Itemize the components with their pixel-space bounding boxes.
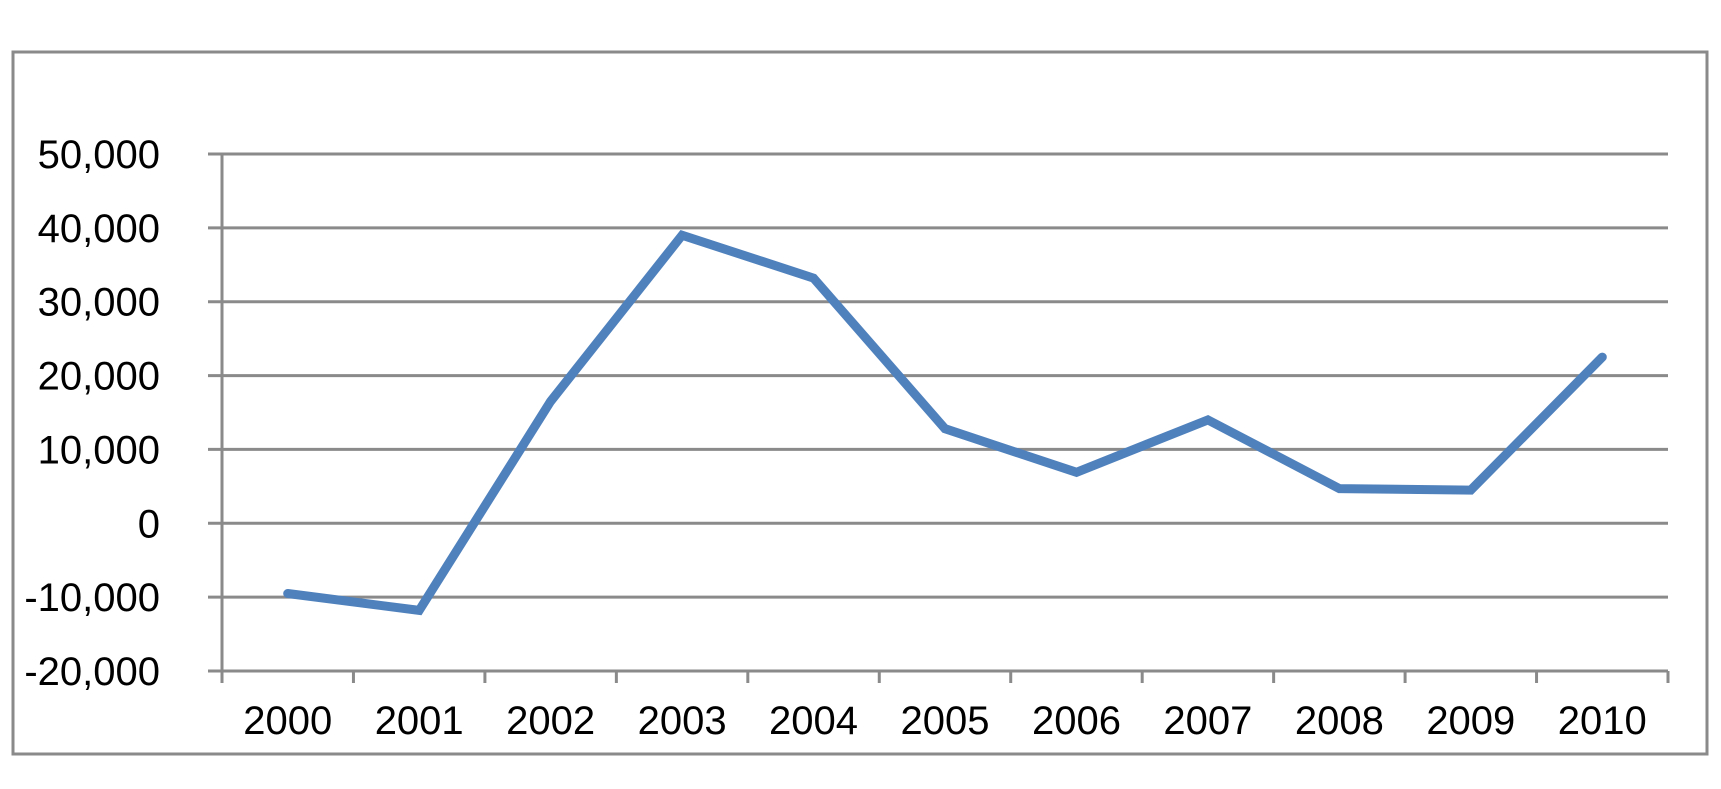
y-tick-label: 50,000 (38, 133, 160, 177)
data-point (1206, 418, 1209, 421)
y-tick-label: -10,000 (24, 576, 160, 620)
y-tick-label: 10,000 (38, 428, 160, 472)
x-tick-label: 2010 (1558, 699, 1647, 743)
x-tick-label: 2000 (243, 699, 332, 743)
series-lines (283, 229, 1607, 616)
x-tick-label: 2008 (1295, 699, 1384, 743)
y-tick-label: 30,000 (38, 281, 160, 325)
data-point (1469, 489, 1472, 492)
data-point (681, 234, 684, 237)
y-tick-label: 40,000 (38, 207, 160, 251)
y-tick-label: 20,000 (38, 355, 160, 399)
gridlines (208, 152, 1668, 599)
x-tick-label: 2009 (1426, 699, 1515, 743)
y-tick-label: -20,000 (24, 650, 160, 694)
data-point (418, 609, 421, 612)
data-point (1075, 471, 1078, 474)
chart-frame (11, 50, 1709, 756)
data-point (549, 400, 552, 403)
x-tick-label: 2004 (769, 699, 858, 743)
y-tick-label: 0 (138, 502, 160, 546)
x-tick-label: 2003 (638, 699, 727, 743)
data-point (1338, 487, 1341, 490)
data-point (1601, 356, 1604, 359)
x-tick-label: 2006 (1032, 699, 1121, 743)
x-tick-label: 2007 (1163, 699, 1252, 743)
x-axis-tick-labels: 2000 2001 2002 2003 2004 2005 2006 2007 2008 2009… (243, 699, 1647, 743)
data-point (812, 277, 815, 280)
data-point (286, 592, 289, 595)
x-tick-label: 2005 (901, 699, 990, 743)
x-tick-label: 2001 (375, 699, 464, 743)
y-axis-tick-labels: 50,000 40,000 30,000 20,000 10,000 0 -10,000 -2… (24, 133, 160, 694)
axes (208, 154, 1670, 683)
x-tick-label: 2002 (506, 699, 595, 743)
data-point (944, 427, 946, 430)
